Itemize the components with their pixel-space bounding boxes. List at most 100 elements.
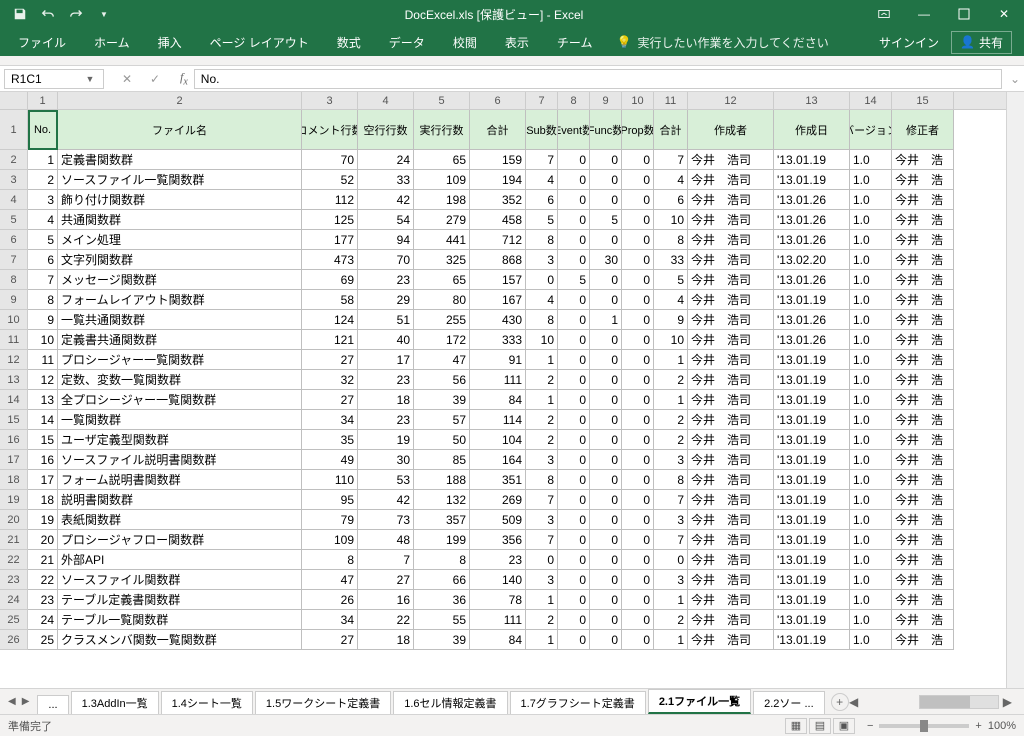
cell[interactable]: 24 <box>358 150 414 170</box>
cell[interactable]: 5 <box>28 230 58 250</box>
cell[interactable]: 今井 浩 <box>892 470 954 490</box>
cell[interactable]: 0 <box>558 530 590 550</box>
cell[interactable]: 3 <box>526 250 558 270</box>
cell[interactable]: 255 <box>414 310 470 330</box>
cell[interactable]: 1.0 <box>850 310 892 330</box>
cell[interactable]: フォームレイアウト関数群 <box>58 290 302 310</box>
cell[interactable]: 7 <box>526 530 558 550</box>
cell[interactable]: 1.0 <box>850 390 892 410</box>
cell[interactable]: 0 <box>558 630 590 650</box>
cell[interactable]: 2 <box>526 610 558 630</box>
cell[interactable]: 30 <box>358 450 414 470</box>
cell[interactable]: 0 <box>622 590 654 610</box>
cell[interactable]: 868 <box>470 250 526 270</box>
sheet-tab[interactable]: ... <box>37 695 68 714</box>
cell[interactable]: 509 <box>470 510 526 530</box>
cell[interactable]: 0 <box>558 410 590 430</box>
cell[interactable]: 今井 浩 <box>892 570 954 590</box>
sheet-tab[interactable]: 1.7グラフシート定義書 <box>510 691 646 714</box>
cell[interactable]: 0 <box>590 290 622 310</box>
tab-view[interactable]: 表示 <box>491 28 543 56</box>
col-header[interactable]: 5 <box>414 92 470 109</box>
cell[interactable]: 0 <box>590 590 622 610</box>
cell[interactable]: 3 <box>654 510 688 530</box>
cell[interactable]: 1 <box>654 630 688 650</box>
cell[interactable]: 定数、変数一覧関数群 <box>58 370 302 390</box>
select-all-corner[interactable] <box>0 92 28 109</box>
cell[interactable]: 30 <box>590 250 622 270</box>
cell[interactable]: 36 <box>414 590 470 610</box>
cell[interactable]: 4 <box>654 170 688 190</box>
cell[interactable]: 今井 浩 <box>892 410 954 430</box>
cell[interactable]: 34 <box>302 410 358 430</box>
sheet-tab[interactable]: 1.3AddIn一覧 <box>71 691 159 714</box>
cell[interactable]: 23 <box>358 370 414 390</box>
cell[interactable]: 今井 浩司 <box>688 190 774 210</box>
cell[interactable]: 8 <box>526 470 558 490</box>
cell[interactable]: 16 <box>358 590 414 610</box>
cell[interactable]: 66 <box>414 570 470 590</box>
cell[interactable]: 279 <box>414 210 470 230</box>
cell[interactable]: 8 <box>654 230 688 250</box>
cell[interactable]: 91 <box>470 350 526 370</box>
cell[interactable]: 8 <box>526 310 558 330</box>
cell[interactable]: 3 <box>654 570 688 590</box>
cell[interactable]: 3 <box>654 450 688 470</box>
cell[interactable]: 51 <box>358 310 414 330</box>
cell[interactable]: '13.01.19 <box>774 550 850 570</box>
cell[interactable]: 7 <box>526 150 558 170</box>
undo-icon[interactable] <box>36 2 60 26</box>
view-normal-icon[interactable]: ▦ <box>785 718 807 734</box>
table-header-cell[interactable]: 修正者 <box>892 110 954 150</box>
tab-home[interactable]: ホーム <box>80 28 144 56</box>
row-header[interactable]: 25 <box>0 610 28 630</box>
cell[interactable]: 124 <box>302 310 358 330</box>
cell[interactable]: 今井 浩 <box>892 550 954 570</box>
table-header-cell[interactable]: Prop数 <box>622 110 654 150</box>
cell[interactable]: プロシージャー一覧関数群 <box>58 350 302 370</box>
table-header-cell[interactable]: Event数 <box>558 110 590 150</box>
cell[interactable]: 18 <box>28 490 58 510</box>
row-header[interactable]: 17 <box>0 450 28 470</box>
cell[interactable]: '13.01.19 <box>774 570 850 590</box>
cell[interactable]: 0 <box>558 210 590 230</box>
close-icon[interactable]: ✕ <box>984 0 1024 28</box>
cell[interactable]: 0 <box>622 450 654 470</box>
cell[interactable]: 0 <box>590 150 622 170</box>
row-header[interactable]: 2 <box>0 150 28 170</box>
cell[interactable]: 352 <box>470 190 526 210</box>
cell[interactable]: 5 <box>590 210 622 230</box>
cell[interactable]: 167 <box>470 290 526 310</box>
cell[interactable]: 712 <box>470 230 526 250</box>
cell[interactable]: 7 <box>654 150 688 170</box>
cell[interactable]: 5 <box>526 210 558 230</box>
cell[interactable]: 0 <box>622 170 654 190</box>
cell[interactable]: 47 <box>414 350 470 370</box>
cell[interactable]: 188 <box>414 470 470 490</box>
cell[interactable]: 今井 浩 <box>892 490 954 510</box>
cell[interactable]: 0 <box>558 510 590 530</box>
cell[interactable]: 140 <box>470 570 526 590</box>
qat-dropdown-icon[interactable]: ▼ <box>92 2 116 26</box>
cell[interactable]: 今井 浩 <box>892 530 954 550</box>
minimize-icon[interactable]: — <box>904 0 944 28</box>
cell[interactable]: 104 <box>470 430 526 450</box>
cell[interactable]: 0 <box>558 390 590 410</box>
cell[interactable]: 8 <box>414 550 470 570</box>
cell[interactable]: '13.02.20 <box>774 250 850 270</box>
col-header[interactable]: 14 <box>850 92 892 109</box>
cell[interactable]: 1.0 <box>850 150 892 170</box>
cell[interactable]: '13.01.19 <box>774 610 850 630</box>
cell[interactable]: 0 <box>558 290 590 310</box>
cell[interactable]: 10 <box>526 330 558 350</box>
row-header[interactable]: 10 <box>0 310 28 330</box>
cell[interactable]: 2 <box>526 430 558 450</box>
cell[interactable]: 0 <box>558 550 590 570</box>
cell[interactable]: 0 <box>622 270 654 290</box>
cell[interactable]: 飾り付け関数群 <box>58 190 302 210</box>
cell[interactable]: 39 <box>414 390 470 410</box>
cell[interactable]: 39 <box>414 630 470 650</box>
col-header[interactable]: 12 <box>688 92 774 109</box>
cell[interactable]: 0 <box>558 310 590 330</box>
col-header[interactable]: 11 <box>654 92 688 109</box>
